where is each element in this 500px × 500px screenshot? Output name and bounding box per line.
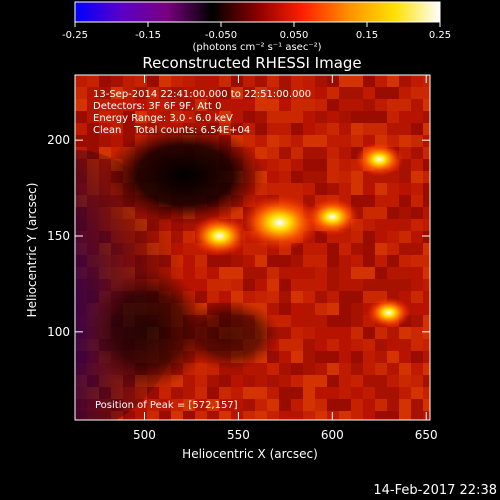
x-tick-label: 500 [133,428,156,442]
heatmap-image [75,75,430,420]
colorbar-unit-label: (photons cm⁻² s⁻¹ asec⁻²) [192,42,321,53]
x-axis-label: Heliocentric X (arcsec) [182,447,318,461]
y-tick-label: 150 [47,229,70,243]
colorbar-ticks: -0.25 -0.15 -0.050 0.050 0.15 0.25 [62,22,451,41]
footer-timestamp: 14-Feb-2017 22:38 [373,483,497,498]
x-tick-label: 550 [227,428,250,442]
annotation-time-range: 13-Sep-2014 22:41:00.000 to 22:51:00.000 [93,89,311,100]
x-tick-label: 650 [415,428,438,442]
annotation-energy: Energy Range: 3.0 - 6.0 keV [93,113,233,124]
hxr-source [366,297,411,329]
hxr-source [190,215,249,257]
colorbar [74,1,441,23]
hxr-sources [190,142,411,329]
colorbar-tick-label: 0.25 [429,30,451,41]
annotation-detectors: Detectors: 3F 6F 9F, Att 0 [93,101,221,112]
x-tick-label: 600 [321,428,344,442]
colorbar-tick-label: -0.15 [135,30,161,41]
y-axis-ticks: 100 150 200 [47,133,430,339]
hxr-source [305,198,360,236]
colorbar-tick-label: -0.050 [205,30,237,41]
plot-frame [74,74,431,421]
y-tick-label: 200 [47,133,70,147]
x-axis-ticks: 500 550 600 650 [133,75,438,442]
hxr-source [239,194,320,251]
chart-title: Reconstructed RHESSI Image [142,54,361,72]
colorbar-tick-label: 0.050 [280,30,309,41]
annotation-method: Clean Total counts: 6.54E+04 [93,125,250,136]
y-axis-label: Heliocentric Y (arcsec) [25,183,39,318]
annotation-peak: Position of Peak = [572,157] [95,400,238,411]
y-tick-label: 100 [47,325,70,339]
hxr-source [354,142,404,177]
colorbar-tick-label: -0.25 [62,30,88,41]
colorbar-tick-label: 0.15 [356,30,378,41]
